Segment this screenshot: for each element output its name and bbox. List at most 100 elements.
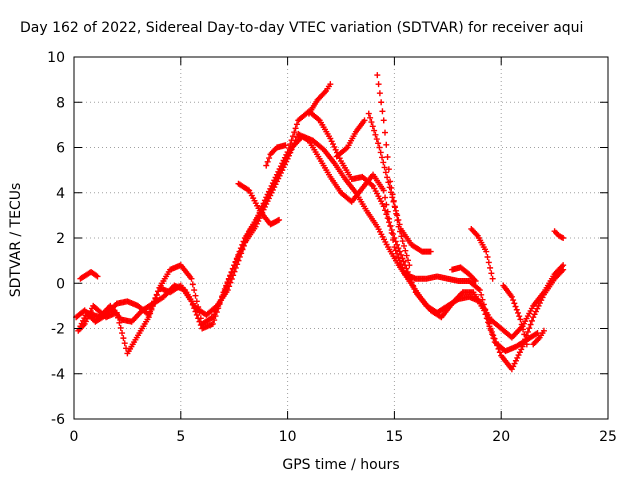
data-point <box>376 144 383 151</box>
data-point <box>384 174 391 181</box>
data-point <box>193 311 200 318</box>
data-point <box>521 331 528 338</box>
data-point <box>391 235 398 241</box>
data-point <box>511 360 518 367</box>
data-point <box>558 263 565 270</box>
data-point <box>234 261 241 268</box>
y-tick-label: 0 <box>56 276 65 292</box>
data-point <box>192 292 199 299</box>
data-point <box>514 354 521 361</box>
y-tick-label: -4 <box>51 367 65 383</box>
data-point <box>329 141 336 148</box>
y-axis-ticks: -6 -4 -2 0 2 4 6 8 10 <box>47 50 608 428</box>
data-point <box>232 264 239 271</box>
data-point <box>239 246 246 253</box>
data-point <box>361 117 368 124</box>
data-point <box>380 117 387 124</box>
data-point <box>484 254 491 261</box>
data-point <box>401 242 408 249</box>
data-point <box>394 241 401 248</box>
data-point <box>367 114 374 121</box>
data-point <box>514 309 521 316</box>
data-point <box>117 324 124 331</box>
data-point <box>523 341 530 348</box>
data-point <box>379 108 386 115</box>
series-segment-c <box>263 142 289 169</box>
data-point <box>393 210 400 217</box>
data-point <box>398 251 405 258</box>
data-point <box>400 258 407 265</box>
data-point <box>365 110 372 117</box>
grid-lines <box>74 57 608 419</box>
data-point <box>93 272 100 279</box>
data-point <box>221 285 228 292</box>
data-point <box>121 340 128 347</box>
data-point <box>211 317 218 324</box>
data-point <box>228 276 235 283</box>
data-point <box>189 281 196 288</box>
data-point <box>560 262 567 269</box>
data-point <box>512 357 519 364</box>
data-point <box>399 238 406 245</box>
data-point <box>223 282 230 289</box>
data-point <box>532 308 539 315</box>
y-tick-label: 4 <box>56 186 65 202</box>
data-point <box>379 154 386 161</box>
data-point <box>289 133 296 140</box>
data-point <box>276 216 283 223</box>
data-point <box>489 331 496 338</box>
series-segment-i <box>468 225 496 282</box>
data-point <box>375 81 382 88</box>
data-point <box>266 155 273 162</box>
data-point <box>488 270 495 277</box>
data-point <box>524 328 531 335</box>
data-point <box>427 248 434 255</box>
x-tick-label: 5 <box>176 429 185 445</box>
data-point <box>394 217 401 224</box>
y-tick-label: 10 <box>47 50 65 66</box>
data-point <box>195 315 202 322</box>
data-point <box>120 335 127 342</box>
data-point <box>226 283 233 290</box>
data-point <box>145 311 152 318</box>
data-point <box>405 257 412 264</box>
data-point <box>406 262 413 269</box>
data-point <box>478 291 485 298</box>
series-segment-j <box>500 282 530 348</box>
data-point <box>282 142 289 149</box>
data-point <box>388 227 395 234</box>
x-tick-label: 0 <box>70 429 79 445</box>
y-tick-label: -6 <box>51 412 65 428</box>
data-point <box>486 323 493 330</box>
data-point <box>512 303 519 310</box>
data-point <box>238 250 245 257</box>
data-point <box>236 253 243 260</box>
data-point <box>392 238 399 245</box>
data-point <box>264 158 271 165</box>
data-point <box>399 255 406 262</box>
data-point <box>369 123 376 130</box>
data-point <box>531 311 538 318</box>
data-point <box>78 320 85 327</box>
x-tick-label: 25 <box>599 429 617 445</box>
data-point <box>385 166 392 173</box>
data-point <box>376 90 383 97</box>
series-track-2 <box>73 108 567 341</box>
data-point <box>332 146 339 153</box>
data-point <box>292 125 299 132</box>
data-point <box>397 228 404 235</box>
data-point <box>327 81 334 88</box>
data-point <box>227 279 234 286</box>
x-axis-label: GPS time / hours <box>282 457 400 473</box>
data-point <box>212 313 219 320</box>
data-point <box>402 247 409 254</box>
data-point <box>378 99 385 106</box>
data-point <box>485 259 492 266</box>
data-point <box>395 223 402 230</box>
data-point <box>510 297 517 304</box>
data-point <box>389 191 396 198</box>
data-point <box>390 231 397 238</box>
data-point <box>191 287 198 294</box>
data-point <box>382 129 389 136</box>
data-point <box>526 325 533 332</box>
